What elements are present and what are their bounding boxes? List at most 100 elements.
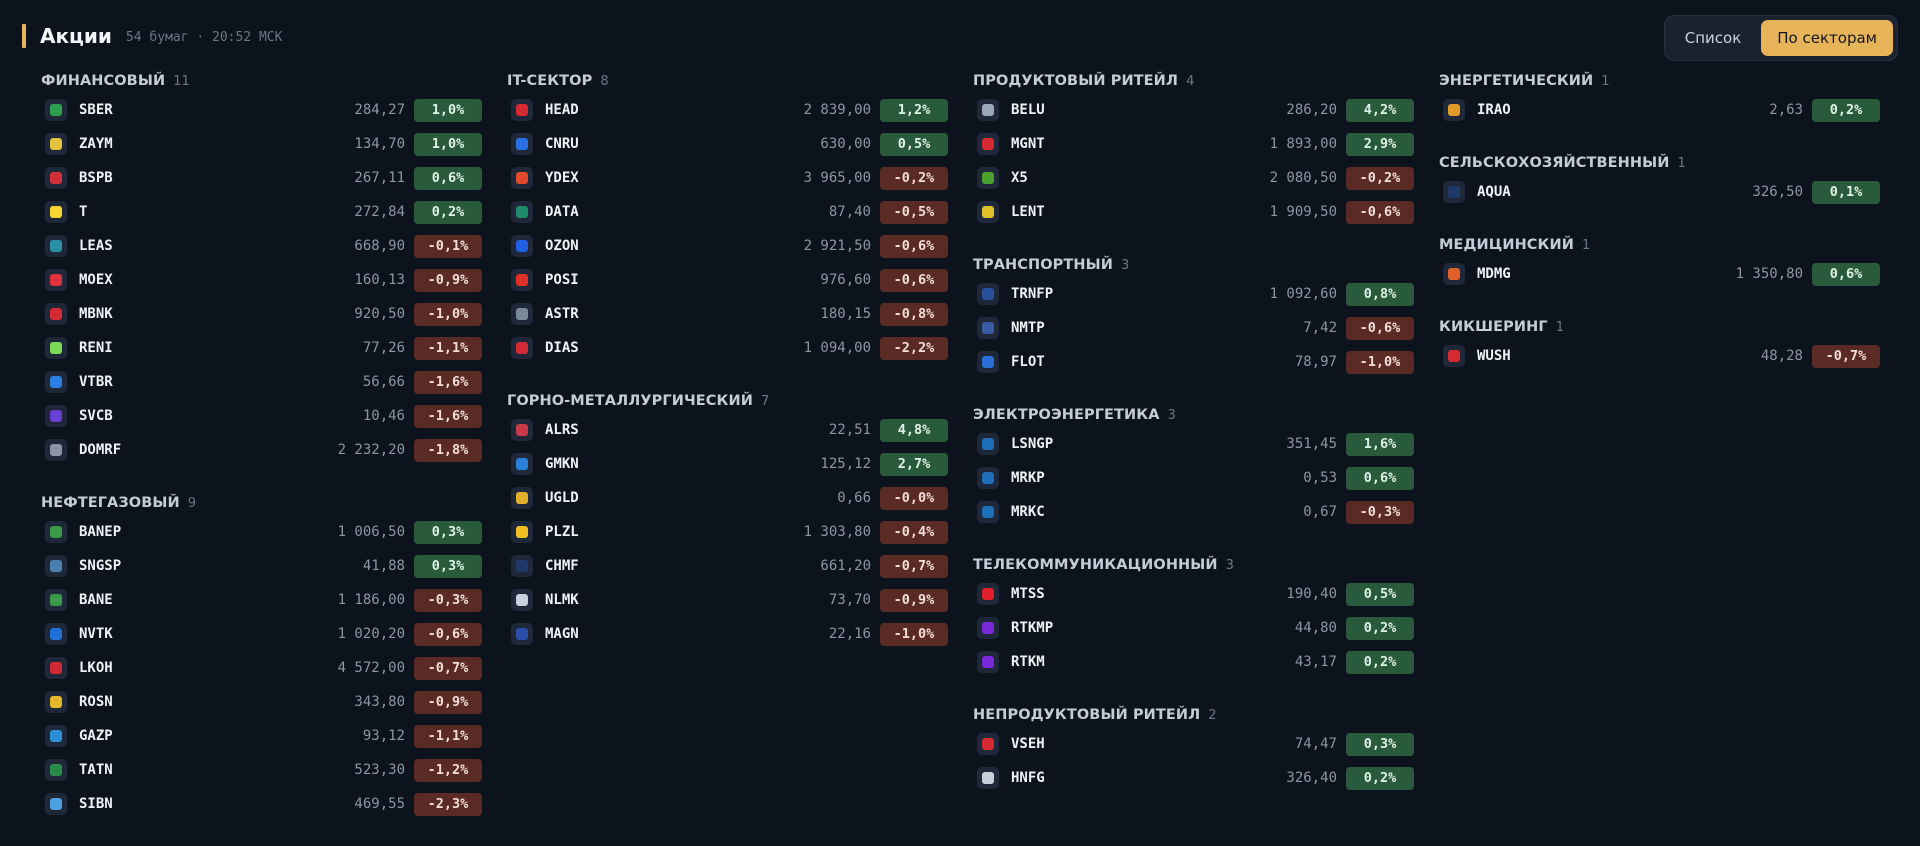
stock-row[interactable]: GMKN 125,12 2,7% bbox=[507, 447, 948, 481]
change-badge: 1,0% bbox=[414, 98, 482, 122]
sector-header: НЕФТЕГАЗОВЫЙ 9 bbox=[41, 492, 482, 514]
stock-row[interactable]: OZON 2 921,50 -0,6% bbox=[507, 229, 948, 263]
change-badge: 0,3% bbox=[1346, 732, 1414, 756]
stock-price: 2 921,50 bbox=[803, 238, 871, 254]
sector-name: ФИНАНСОВЫЙ bbox=[41, 73, 166, 89]
sector-name: ЭЛЕКТРОЭНЕРГЕТИКА bbox=[973, 407, 1160, 423]
stock-row[interactable]: LKOH 4 572,00 -0,7% bbox=[41, 651, 482, 685]
stock-row[interactable]: MOEX 160,13 -0,9% bbox=[41, 263, 482, 297]
stock-ticker: LENT bbox=[1011, 204, 1045, 220]
stock-row[interactable]: MTSS 190,40 0,5% bbox=[973, 577, 1414, 611]
stock-row[interactable]: YDEX 3 965,00 -0,2% bbox=[507, 161, 948, 195]
sector-header: ПРОДУКТОВЫЙ РИТЕЙЛ 4 bbox=[973, 70, 1414, 92]
stock-row[interactable]: RTKM 43,17 0,2% bbox=[973, 645, 1414, 679]
stock-row[interactable]: MAGN 22,16 -1,0% bbox=[507, 617, 948, 651]
stock-row[interactable]: DIAS 1 094,00 -2,2% bbox=[507, 331, 948, 365]
stock-price: 41,88 bbox=[362, 558, 405, 574]
stock-row[interactable]: MGNT 1 893,00 2,9% bbox=[973, 127, 1414, 161]
stock-row[interactable]: RTKMP 44,80 0,2% bbox=[973, 611, 1414, 645]
stock-row[interactable]: TRNFP 1 092,60 0,8% bbox=[973, 277, 1414, 311]
stock-row[interactable]: T 272,84 0,2% bbox=[41, 195, 482, 229]
stock-row[interactable]: VTBR 56,66 -1,6% bbox=[41, 365, 482, 399]
stock-row[interactable]: BSPB 267,11 0,6% bbox=[41, 161, 482, 195]
change-badge: 0,6% bbox=[1346, 466, 1414, 490]
stock-row[interactable]: BANE 1 186,00 -0,3% bbox=[41, 583, 482, 617]
stock-logo-icon bbox=[977, 617, 999, 639]
stock-row[interactable]: RENI 77,26 -1,1% bbox=[41, 331, 482, 365]
stock-row[interactable]: ASTR 180,15 -0,8% bbox=[507, 297, 948, 331]
sector-header: МЕДИЦИНСКИЙ 1 bbox=[1439, 234, 1880, 256]
stock-row[interactable]: DATA 87,40 -0,5% bbox=[507, 195, 948, 229]
sector-name: ГОРНО-МЕТАЛЛУРГИЧЕСКИЙ bbox=[507, 393, 753, 409]
stock-logo-icon bbox=[45, 269, 67, 291]
stock-row[interactable]: GAZP 93,12 -1,1% bbox=[41, 719, 482, 753]
sector-group: СЕЛЬСКОХОЗЯЙСТВЕННЫЙ 1 AQUA 326,50 0,1% bbox=[1439, 152, 1880, 209]
stock-row[interactable]: SNGSP 41,88 0,3% bbox=[41, 549, 482, 583]
stock-logo-icon bbox=[977, 733, 999, 755]
stock-row[interactable]: SVCB 10,46 -1,6% bbox=[41, 399, 482, 433]
stock-row[interactable]: SBER 284,27 1,0% bbox=[41, 93, 482, 127]
stock-row[interactable]: LSNGP 351,45 1,6% bbox=[973, 427, 1414, 461]
change-badge: -0,9% bbox=[414, 268, 482, 292]
stock-logo-icon bbox=[45, 201, 67, 223]
stock-logo-icon bbox=[511, 487, 533, 509]
stock-row[interactable]: POSI 976,60 -0,6% bbox=[507, 263, 948, 297]
change-badge: -2,3% bbox=[414, 792, 482, 816]
change-badge: -2,2% bbox=[880, 336, 948, 360]
stock-row[interactable]: PLZL 1 303,80 -0,4% bbox=[507, 515, 948, 549]
stock-price: 160,13 bbox=[354, 272, 405, 288]
stock-price: 7,42 bbox=[1303, 320, 1337, 336]
stock-logo-icon bbox=[511, 99, 533, 121]
stock-row[interactable]: DOMRF 2 232,20 -1,8% bbox=[41, 433, 482, 467]
list-view-button[interactable]: Список bbox=[1684, 29, 1742, 47]
sector-count: 3 bbox=[1121, 257, 1130, 273]
stock-row[interactable]: NVTK 1 020,20 -0,6% bbox=[41, 617, 482, 651]
stock-row[interactable]: IRAO 2,63 0,2% bbox=[1439, 93, 1880, 127]
stock-row[interactable]: X5 2 080,50 -0,2% bbox=[973, 161, 1414, 195]
stock-row[interactable]: UGLD 0,66 -0,0% bbox=[507, 481, 948, 515]
stock-row[interactable]: ROSN 343,80 -0,9% bbox=[41, 685, 482, 719]
stock-price: 668,90 bbox=[354, 238, 405, 254]
stock-row[interactable]: WUSH 48,28 -0,7% bbox=[1439, 339, 1880, 373]
change-badge: -0,3% bbox=[414, 588, 482, 612]
stock-row[interactable]: BANEP 1 006,50 0,3% bbox=[41, 515, 482, 549]
stock-row[interactable]: ALRS 22,51 4,8% bbox=[507, 413, 948, 447]
stock-row[interactable]: VSEH 74,47 0,3% bbox=[973, 727, 1414, 761]
change-badge: 0,2% bbox=[1346, 650, 1414, 674]
change-badge: 2,7% bbox=[880, 452, 948, 476]
change-badge: -0,7% bbox=[880, 554, 948, 578]
stock-row[interactable]: MBNK 920,50 -1,0% bbox=[41, 297, 482, 331]
stock-row[interactable]: FLOT 78,97 -1,0% bbox=[973, 345, 1414, 379]
stock-row[interactable]: CNRU 630,00 0,5% bbox=[507, 127, 948, 161]
stock-row[interactable]: NLMK 73,70 -0,9% bbox=[507, 583, 948, 617]
stock-ticker: SBER bbox=[79, 102, 113, 118]
stock-row[interactable]: BELU 286,20 4,2% bbox=[973, 93, 1414, 127]
stock-row[interactable]: ZAYM 134,70 1,0% bbox=[41, 127, 482, 161]
stock-row[interactable]: CHMF 661,20 -0,7% bbox=[507, 549, 948, 583]
stock-price: 1 094,00 bbox=[803, 340, 871, 356]
sector-header: IT-СЕКТОР 8 bbox=[507, 70, 948, 92]
stock-price: 661,20 bbox=[820, 558, 871, 574]
stock-price: 10,46 bbox=[362, 408, 405, 424]
stock-price: 267,11 bbox=[354, 170, 405, 186]
stock-price: 343,80 bbox=[354, 694, 405, 710]
stock-logo-icon bbox=[977, 133, 999, 155]
stock-price: 180,15 bbox=[820, 306, 871, 322]
stock-row[interactable]: AQUA 326,50 0,1% bbox=[1439, 175, 1880, 209]
sectors-view-button[interactable]: По секторам bbox=[1761, 20, 1893, 56]
stock-row[interactable]: HNFG 326,40 0,2% bbox=[973, 761, 1414, 795]
page-header: Акции 54 бумаг · 20:52 МСК bbox=[22, 24, 282, 48]
stock-row[interactable]: MRKP 0,53 0,6% bbox=[973, 461, 1414, 495]
stock-row[interactable]: MDMG 1 350,80 0,6% bbox=[1439, 257, 1880, 291]
stock-row[interactable]: SIBN 469,55 -2,3% bbox=[41, 787, 482, 821]
stock-price: 2,63 bbox=[1769, 102, 1803, 118]
stock-row[interactable]: LEAS 668,90 -0,1% bbox=[41, 229, 482, 263]
stock-row[interactable]: MRKC 0,67 -0,3% bbox=[973, 495, 1414, 529]
stock-row[interactable]: TATN 523,30 -1,2% bbox=[41, 753, 482, 787]
stock-row[interactable]: NMTP 7,42 -0,6% bbox=[973, 311, 1414, 345]
stock-logo-icon bbox=[977, 767, 999, 789]
change-badge: -0,4% bbox=[880, 520, 948, 544]
stock-row[interactable]: LENT 1 909,50 -0,6% bbox=[973, 195, 1414, 229]
stock-row[interactable]: HEAD 2 839,00 1,2% bbox=[507, 93, 948, 127]
change-badge: 0,2% bbox=[1346, 616, 1414, 640]
